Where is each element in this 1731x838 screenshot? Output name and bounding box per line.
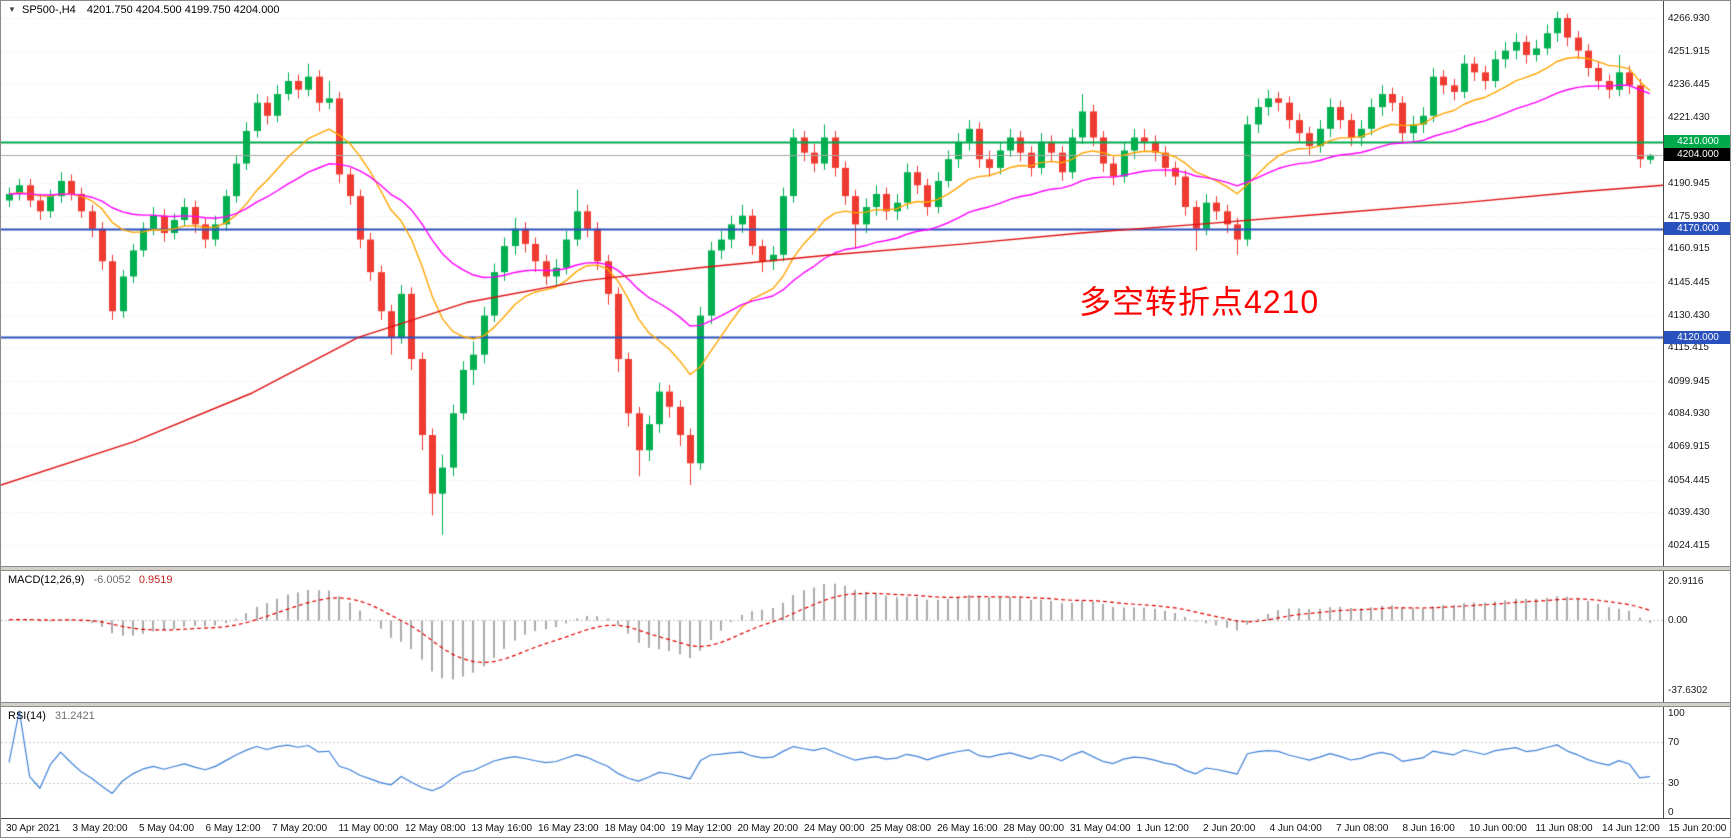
price-axis-label: 4099.945: [1668, 375, 1710, 387]
price-axis-label: 4175.930: [1668, 210, 1710, 222]
main-chart-panel: ▼ SP500-,H4 4201.750 4204.500 4199.750 4…: [1, 1, 1730, 566]
time-axis-label: 13 May 16:00: [471, 823, 533, 834]
price-axis-label: 4190.945: [1668, 178, 1710, 190]
time-axis-label: 8 Jun 16:00: [1402, 823, 1455, 834]
price-axis-label: 4236.445: [1668, 79, 1710, 91]
rsi-scale[interactable]: 100 70 30 0: [1663, 707, 1730, 818]
macd-axis-label: -37.6302: [1668, 684, 1708, 696]
price-axis-label: 4266.930: [1668, 13, 1710, 25]
rsi-value: 31.2421: [54, 710, 95, 722]
time-axis-label: 5 May 04:00: [139, 823, 195, 834]
price-axis-label: 4084.930: [1668, 408, 1710, 420]
level-price-tag: 4170.000: [1664, 222, 1730, 236]
time-axis-label: 15 Jun 20:00: [1668, 823, 1727, 834]
time-axis-label: 3 May 20:00: [72, 823, 128, 834]
macd-label: MACD(12,26,9) -6.0052 0.9519: [8, 574, 173, 586]
time-axis-label: 18 May 04:00: [604, 823, 666, 834]
time-axis-label: 20 May 20:00: [737, 823, 799, 834]
time-axis-label: 10 Jun 00:00: [1469, 823, 1527, 834]
time-axis-label: 30 Apr 2021: [6, 823, 60, 834]
time-axis-label: 14 Jun 12:00: [1602, 823, 1660, 834]
rsi-axis-label: 0: [1668, 807, 1674, 818]
price-axis-label: 4145.445: [1668, 277, 1710, 289]
ohlc-values: 4201.750 4204.500 4199.750 4204.000: [86, 4, 280, 16]
time-axis-label: 4 Jun 04:00: [1269, 823, 1322, 834]
rsi-indicator-canvas[interactable]: [1, 707, 1663, 818]
rsi-axis-label: 100: [1668, 708, 1685, 719]
price-axis-label: 4069.915: [1668, 441, 1710, 453]
time-axis-label: 26 May 16:00: [937, 823, 998, 834]
rsi-panel: RSI(14) 31.2421 100 70 30 0: [1, 707, 1730, 818]
bid-price-tag: 4204.000: [1664, 148, 1730, 162]
symbol-period-label: SP500-,H4: [21, 4, 76, 16]
rsi-axis-label: 30: [1668, 778, 1680, 790]
macd-panel: MACD(12,26,9) -6.0052 0.9519 20.9116 0.00…: [1, 571, 1730, 702]
time-axis-label: 11 May 00:00: [338, 823, 399, 834]
macd-axis-label: 20.9116: [1668, 575, 1704, 587]
price-chart-canvas[interactable]: [1, 1, 1663, 566]
rsi-axis-label: 70: [1668, 736, 1680, 748]
time-axis-label: 24 May 00:00: [804, 823, 865, 834]
time-scale[interactable]: 30 Apr 2021 3 May 20:00 5 May 04:00 6 May 1…: [1, 818, 1730, 837]
time-axis-label: 11 Jun 08:00: [1535, 823, 1593, 834]
time-axis-label: 7 Jun 08:00: [1336, 823, 1389, 834]
time-axis-label: 16 May 23:00: [538, 823, 599, 834]
macd-indicator-canvas[interactable]: [1, 571, 1663, 702]
price-axis-label: 4221.430: [1668, 112, 1710, 123]
price-axis-label: 4039.430: [1668, 507, 1710, 519]
price-axis-label: 4251.915: [1668, 45, 1710, 57]
price-axis-label: 4024.415: [1668, 539, 1710, 551]
price-axis-label: 4115.415: [1668, 342, 1709, 354]
panel-divider[interactable]: [1, 702, 1730, 707]
time-axis-label: 7 May 20:00: [272, 823, 328, 834]
rsi-label: RSI(14) 31.2421: [8, 710, 95, 722]
price-scale[interactable]: 4266.930 4251.915 4236.445 4221.430 4190.945…: [1663, 1, 1730, 566]
time-axis-label: 6 May 12:00: [205, 823, 261, 834]
macd-signal-value: 0.9519: [138, 574, 173, 586]
time-axis-label: 2 Jun 20:00: [1203, 823, 1256, 834]
macd-name: MACD(12,26,9): [8, 574, 85, 586]
time-axis-label: 19 May 12:00: [671, 823, 732, 834]
level-price-tag: 4210.000: [1664, 135, 1730, 149]
time-axis-label: 12 May 08:00: [405, 823, 466, 834]
time-axis-label: 31 May 04:00: [1070, 823, 1131, 834]
macd-scale[interactable]: 20.9116 0.00 -37.6302: [1663, 571, 1730, 702]
time-axis-label: 25 May 08:00: [870, 823, 932, 834]
pivot-annotation-text: 多空转折点4210: [1079, 284, 1320, 320]
macd-axis-label: 0.00: [1668, 614, 1688, 626]
macd-value: -6.0052: [93, 574, 131, 586]
price-axis-label: 4054.445: [1668, 474, 1710, 486]
panel-divider[interactable]: [1, 566, 1730, 571]
chart-title: ▼ SP500-,H4 4201.750 4204.500 4199.750 4…: [8, 4, 280, 16]
time-axis-label: 28 May 00:00: [1003, 823, 1065, 834]
time-axis-label: 1 Jun 12:00: [1136, 823, 1189, 834]
symbol-marker-icon: ▼: [8, 5, 16, 14]
rsi-name: RSI(14): [8, 710, 46, 722]
price-axis-label: 4130.430: [1668, 309, 1710, 321]
price-axis-label: 4160.915: [1668, 243, 1710, 255]
level-price-tag: 4120.000: [1664, 330, 1730, 344]
